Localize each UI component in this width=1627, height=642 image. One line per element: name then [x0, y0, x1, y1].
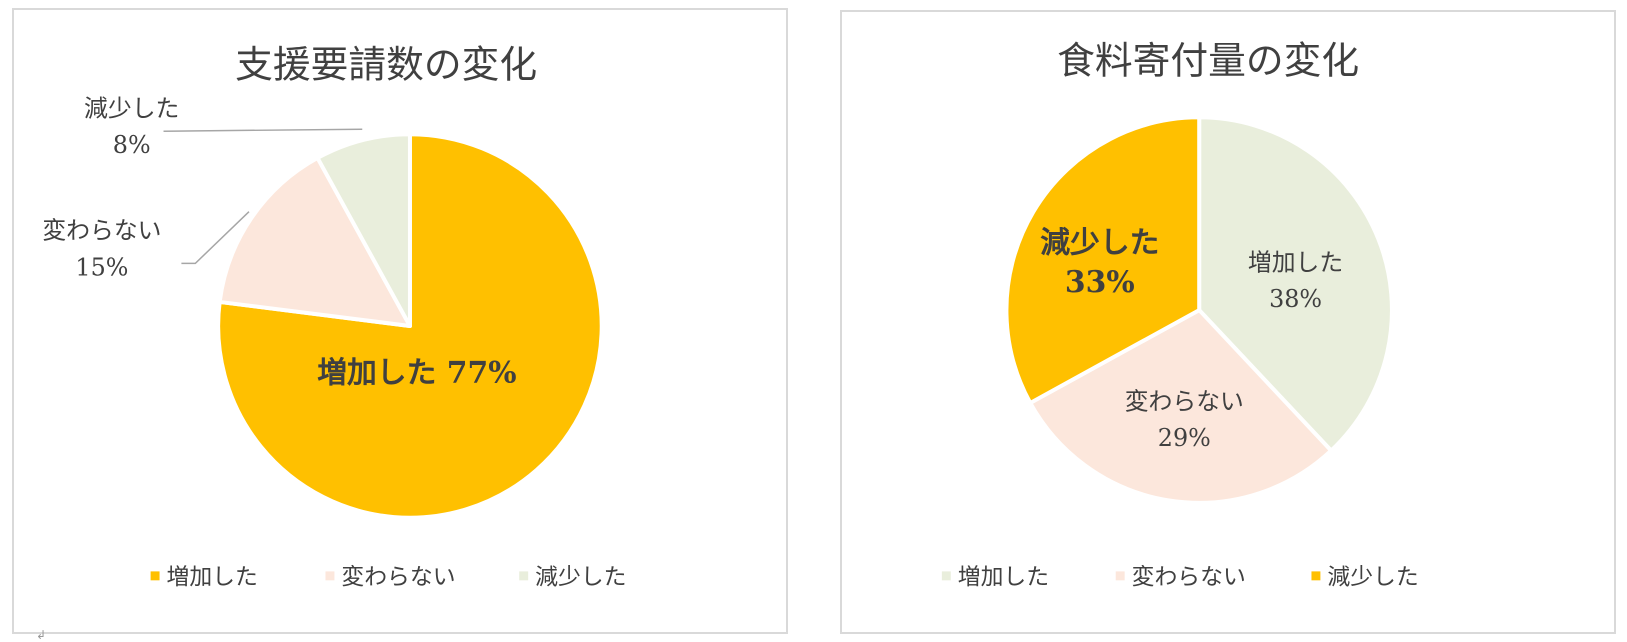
- pie-slice-1: [1197, 115, 1394, 453]
- slice-data-label: 増加した 38%: [1248, 248, 1343, 313]
- pie-chart-support-requests: 支援要請数の変化 増加した 77% 変わらない 15% 減少した 8% 増加した 変わらな…: [42, 43, 626, 591]
- pie-chart-food-donations: 食料寄付量の変化 増加した 38% 変わらない 29% 減少した 33% 増加した 変わらな…: [941, 39, 1419, 590]
- legend-label: 変わらない: [1132, 564, 1246, 590]
- pie-slice-3: [1004, 115, 1202, 405]
- legend-swatch: [1115, 571, 1125, 581]
- pie-slice-1: [216, 132, 604, 520]
- legend-label: 増加した: [958, 564, 1049, 590]
- slice-data-label: 減少した 8%: [84, 94, 179, 159]
- legend-swatch: [325, 571, 335, 581]
- paragraph-mark: ↲: [36, 628, 47, 642]
- slice-data-label: 変わらない 29%: [1125, 387, 1244, 452]
- pie-slice-3: [315, 132, 412, 328]
- chart-title: 食料寄付量の変化: [1057, 39, 1359, 83]
- pie-slice-2: [217, 155, 412, 328]
- legend-swatch: [1311, 571, 1321, 581]
- legend-swatch: [519, 571, 529, 581]
- legend-label: 減少した: [535, 564, 626, 590]
- leader-line: [181, 211, 250, 265]
- pie-slice-2: [1028, 308, 1334, 505]
- legend-label: 増加した: [167, 564, 258, 590]
- legend-swatch: [941, 571, 951, 581]
- legend-label: 変わらない: [341, 564, 455, 590]
- slice-data-label: 減少した 33%: [1040, 225, 1159, 300]
- chart-support-requests: 支援要請数の変化 増加した 77% 変わらない 15% 減少した 8% 増加した 変わらな…: [12, 8, 788, 634]
- chart-title: 支援要請数の変化: [235, 43, 537, 87]
- leader-line: [163, 128, 363, 132]
- chart-food-donations: 食料寄付量の変化 増加した 38% 変わらない 29% 減少した 33% 増加した 変わらな…: [840, 10, 1616, 634]
- slice-data-label: 変わらない 15%: [42, 217, 161, 282]
- slice-data-label: 増加した 77%: [317, 356, 516, 391]
- legend-label: 減少した: [1327, 564, 1418, 590]
- legend-swatch: [150, 571, 160, 581]
